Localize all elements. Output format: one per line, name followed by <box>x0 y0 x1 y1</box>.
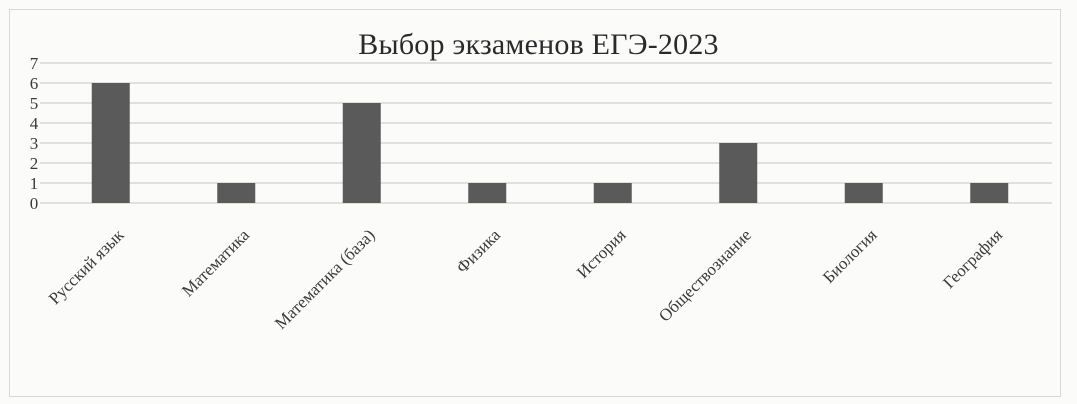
x-axis-tick-labels: Русский язык Математика Математика (база) Ф… <box>45 225 1006 333</box>
bar <box>844 183 883 203</box>
y-tick-label: 1 <box>30 174 39 193</box>
y-tick-label: 4 <box>30 114 39 133</box>
x-tick-label: Русский язык <box>45 225 128 308</box>
bar <box>91 83 130 203</box>
chart-title: Выбор экзаменов ЕГЭ-2023 <box>358 28 719 61</box>
x-tick-label: Обществознание <box>655 225 755 325</box>
y-tick-label: 6 <box>30 74 39 93</box>
y-tick-label: 5 <box>30 94 39 113</box>
y-tick-label: 0 <box>30 194 39 213</box>
bars <box>91 83 1009 203</box>
bar <box>719 143 758 203</box>
y-tick-label: 3 <box>30 134 39 153</box>
bar <box>342 103 381 203</box>
y-tick-label: 2 <box>30 154 39 173</box>
bar <box>593 183 632 203</box>
gridlines <box>40 62 1052 204</box>
x-tick-label: История <box>573 225 630 282</box>
bar <box>970 183 1009 203</box>
bar <box>217 183 256 203</box>
y-tick-label: 7 <box>30 54 39 73</box>
x-tick-label: Математика <box>178 225 253 300</box>
x-tick-label: Физика <box>453 225 505 277</box>
chart-border <box>9 9 1061 397</box>
x-tick-label: Математика (база) <box>271 225 379 333</box>
bar <box>468 183 507 203</box>
x-tick-label: География <box>939 225 1006 292</box>
x-tick-label: Биология <box>819 225 881 287</box>
